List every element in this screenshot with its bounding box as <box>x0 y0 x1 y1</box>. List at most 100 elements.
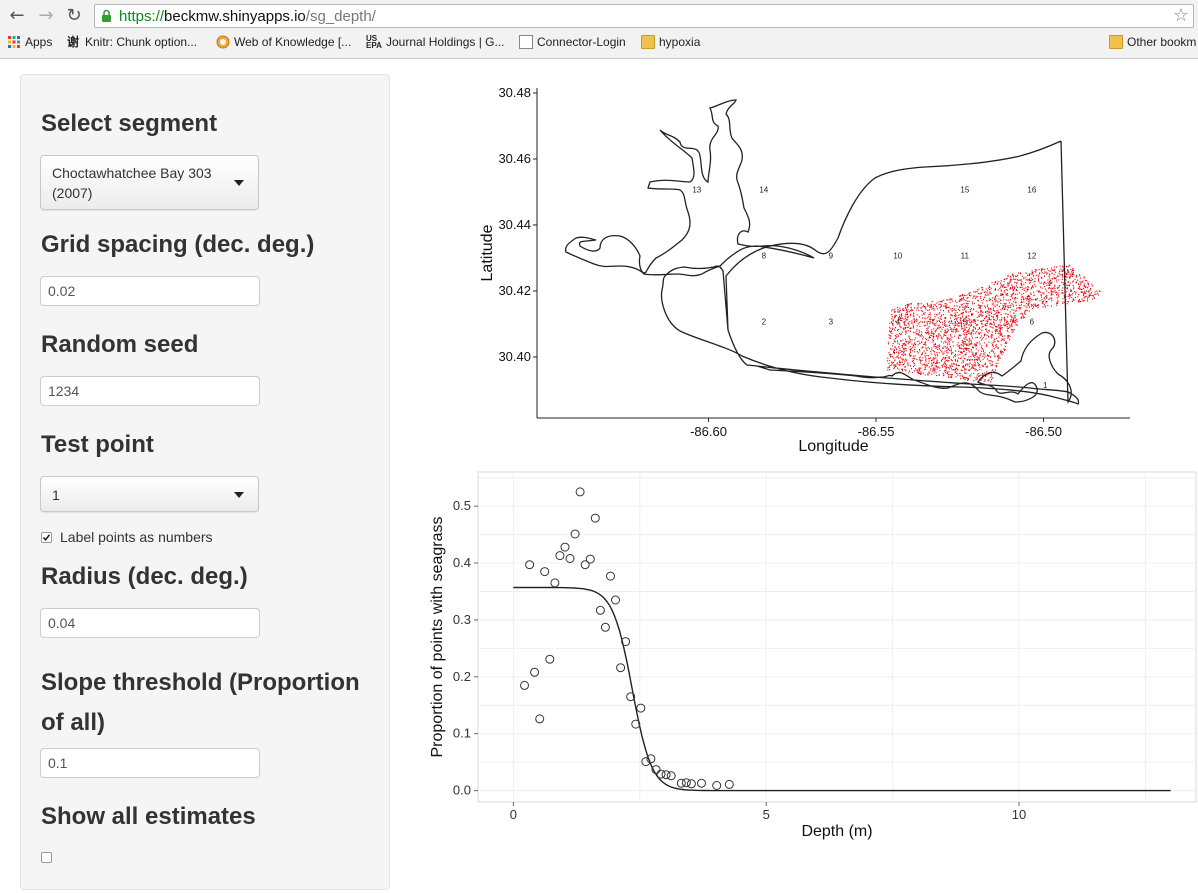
bookmark-apps[interactable]: Apps <box>7 35 52 49</box>
bookmark-label: Knitr: Chunk option... <box>85 35 198 49</box>
label-numbers-checkbox[interactable] <box>41 532 52 543</box>
browser-chrome: ← → ↻ https://beckmw.shinyapps.io/sg_dep… <box>0 0 1198 59</box>
seagrass-point <box>927 373 929 375</box>
seagrass-point <box>946 350 948 352</box>
seagrass-point <box>966 339 968 341</box>
seagrass-point <box>914 355 916 357</box>
seagrass-point <box>902 310 904 312</box>
seagrass-point <box>1040 294 1042 296</box>
seagrass-point <box>972 353 974 355</box>
grid-spacing-input[interactable]: 0.02 <box>40 276 260 306</box>
seagrass-point <box>965 300 967 302</box>
seagrass-point <box>996 355 998 357</box>
forward-arrow-icon[interactable]: → <box>38 5 54 26</box>
seagrass-point <box>1087 281 1089 283</box>
seagrass-point <box>1020 273 1022 275</box>
seagrass-point <box>928 313 930 315</box>
seagrass-point <box>1000 344 1002 346</box>
bookmark-other[interactable]: Other bookm <box>1109 35 1196 49</box>
seagrass-point <box>949 320 950 322</box>
seagrass-point <box>948 325 950 327</box>
seagrass-point <box>905 354 907 356</box>
test-point-select[interactable]: 1 <box>40 476 259 512</box>
bookmark-connector-login[interactable]: Connector-Login <box>519 35 626 49</box>
seagrass-point <box>1015 320 1017 322</box>
seagrass-point <box>982 348 983 350</box>
seagrass-point <box>961 328 963 330</box>
seagrass-point <box>980 353 982 355</box>
seagrass-point <box>990 307 992 309</box>
seagrass-point <box>1048 283 1050 285</box>
seagrass-point <box>955 360 956 362</box>
seagrass-point <box>970 331 972 333</box>
seagrass-point <box>936 335 937 337</box>
seagrass-point <box>1013 289 1015 291</box>
seagrass-point <box>934 365 936 367</box>
seagrass-point <box>893 351 894 354</box>
seagrass-point <box>903 318 905 320</box>
grid-cell-label: 5 <box>963 317 968 326</box>
folder-icon <box>1109 35 1123 49</box>
seagrass-point <box>951 328 952 330</box>
address-bar[interactable]: https://beckmw.shinyapps.io/sg_depth/ ☆ <box>94 4 1194 28</box>
seagrass-point <box>896 323 898 325</box>
seagrass-point <box>999 352 1001 354</box>
seagrass-point <box>973 291 975 293</box>
back-arrow-icon[interactable]: ← <box>9 5 25 26</box>
seagrass-point <box>997 318 998 320</box>
seagrass-point <box>895 364 897 366</box>
seagrass-point <box>1089 294 1091 296</box>
bookmark-hypoxia[interactable]: hypoxia <box>641 35 700 49</box>
bookmark-web-of-knowledge[interactable]: Web of Knowledge [... <box>216 35 351 49</box>
seagrass-point <box>944 363 946 365</box>
slope-threshold-input[interactable]: 0.1 <box>40 748 260 778</box>
reload-icon[interactable]: ↻ <box>66 5 82 26</box>
seagrass-point <box>899 340 901 342</box>
seagrass-point <box>989 356 991 358</box>
seagrass-point <box>1038 290 1040 292</box>
bookmark-journal-holdings[interactable]: US EPA Journal Holdings | G... <box>366 35 505 50</box>
seagrass-point <box>974 321 976 323</box>
show-all-estimates-checkbox[interactable] <box>41 852 52 863</box>
segment-select[interactable]: Choctawhatchee Bay 303 (2007) <box>40 155 259 210</box>
seagrass-point <box>899 333 900 335</box>
seagrass-point <box>910 349 911 351</box>
seagrass-point <box>1051 269 1053 271</box>
seagrass-point <box>980 374 982 376</box>
seagrass-point <box>916 314 918 316</box>
seagrass-point <box>907 364 909 367</box>
seagrass-point <box>961 352 962 354</box>
seagrass-point <box>923 369 925 371</box>
seagrass-point <box>888 366 890 368</box>
seagrass-point <box>964 332 966 334</box>
bookmark-knitr[interactable]: 谢 Knitr: Chunk option... <box>67 35 197 49</box>
seagrass-point <box>994 281 996 283</box>
bookmark-star-icon[interactable]: ☆ <box>1172 5 1189 26</box>
seagrass-point <box>903 348 905 350</box>
seagrass-point <box>1074 278 1076 280</box>
seagrass-point <box>1040 294 1042 296</box>
seagrass-point <box>893 349 895 351</box>
seagrass-point <box>962 360 964 362</box>
seagrass-point <box>1068 301 1069 303</box>
seagrass-point <box>975 352 977 354</box>
random-seed-input[interactable]: 1234 <box>40 376 260 406</box>
seagrass-point <box>907 323 909 325</box>
seagrass-point <box>892 356 893 358</box>
seagrass-point <box>936 361 938 363</box>
seagrass-point <box>891 328 893 330</box>
seagrass-point <box>948 306 950 308</box>
seagrass-point <box>1007 285 1009 287</box>
seagrass-point <box>991 323 993 325</box>
seagrass-point <box>910 365 911 367</box>
seagrass-point <box>1011 323 1012 325</box>
seagrass-point <box>903 328 904 330</box>
seagrass-point <box>916 333 918 335</box>
radius-input[interactable]: 0.04 <box>40 608 260 638</box>
seagrass-point <box>899 323 901 325</box>
seagrass-point <box>1089 288 1091 291</box>
seagrass-point <box>1065 295 1067 297</box>
seagrass-point <box>979 379 981 381</box>
seagrass-points <box>886 264 1101 383</box>
seagrass-point <box>992 297 994 299</box>
